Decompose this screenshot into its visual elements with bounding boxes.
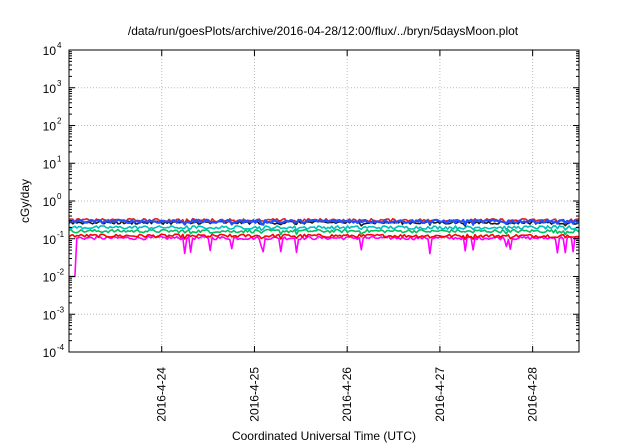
series-line-3 [68, 225, 580, 232]
y-tick-base: 10 [43, 44, 57, 58]
chart-title: /data/run/goesPlots/archive/2016-04-28/1… [128, 24, 519, 38]
y-tick-label: 10 [43, 120, 57, 134]
y-tick-exponent: 2 [57, 117, 62, 126]
y-tick-base: 10 [43, 308, 57, 322]
x-axis-label: Coordinated Universal Time (UTC) [232, 429, 416, 443]
series-line-1 [68, 233, 580, 240]
y-tick-exponent: 0 [57, 192, 62, 201]
y-tick-label: 10 [43, 82, 57, 96]
y-tick-label: 10 [43, 271, 57, 285]
series-line-2 [68, 228, 580, 236]
grid [69, 50, 579, 352]
y-tick-base: 10 [43, 157, 57, 171]
y-axis-label: cGy/day [18, 179, 32, 223]
y-tick-base: 10 [43, 82, 57, 96]
x-tick-label: 2016-4-25 [247, 367, 261, 422]
y-tick-label: 10 [43, 308, 57, 322]
y-tick-label: 10 [43, 233, 57, 247]
x-tick-label: 2016-4-28 [526, 367, 540, 422]
y-tick-base: 10 [43, 233, 57, 247]
y-tick-label: 10 [43, 195, 57, 209]
y-tick-exponent: -1 [57, 230, 65, 239]
y-tick-base: 10 [43, 271, 57, 285]
plot-frame [68, 49, 580, 353]
series-line-6 [69, 218, 580, 226]
y-tick-label: 10 [43, 346, 57, 360]
y-tick-exponent: 4 [57, 41, 62, 50]
x-tick-label: 2016-4-26 [340, 367, 354, 422]
y-tick-exponent: -2 [57, 268, 65, 277]
x-tick-label: 2016-4-24 [155, 367, 169, 422]
data-series [68, 217, 580, 278]
y-tick-exponent: -4 [57, 343, 65, 352]
x-tick-label: 2016-4-27 [433, 367, 447, 422]
series-line-0 [69, 235, 580, 278]
y-tick-exponent: 3 [57, 79, 62, 88]
y-tick-base: 10 [43, 346, 57, 360]
y-tick-base: 10 [43, 120, 57, 134]
y-tick-base: 10 [43, 195, 57, 209]
y-tick-label: 10 [43, 157, 57, 171]
y-tick-label: 10 [43, 44, 57, 58]
x-axis-ticks: 2016-4-24 2016-4-25 2016-4-26 2016-4-27 2016… [155, 50, 540, 422]
y-tick-exponent: -3 [57, 305, 65, 314]
y-tick-exponent: 1 [57, 154, 62, 163]
